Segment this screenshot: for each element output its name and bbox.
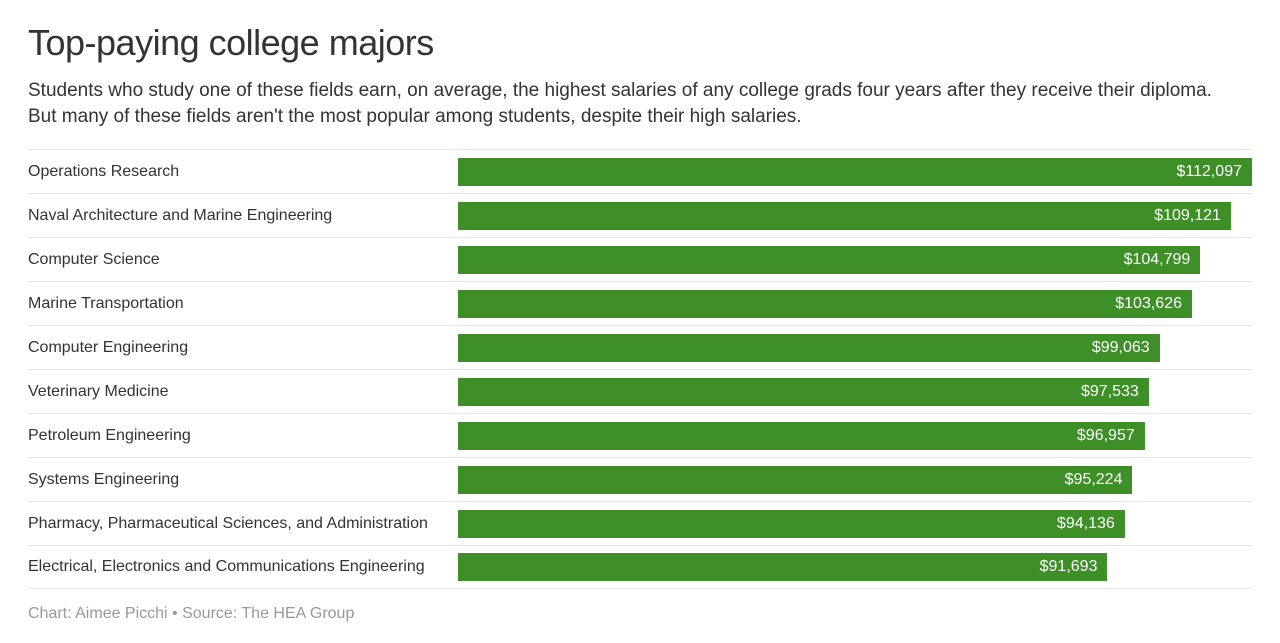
bar-track: $94,136 bbox=[458, 510, 1252, 538]
bar-track: $103,626 bbox=[458, 290, 1252, 318]
bar-value: $96,957 bbox=[1077, 427, 1135, 445]
bar-track: $95,224 bbox=[458, 466, 1252, 494]
bar: $109,121 bbox=[458, 202, 1231, 230]
bar-track: $91,693 bbox=[458, 553, 1252, 581]
bar-track: $109,121 bbox=[458, 202, 1252, 230]
bar: $96,957 bbox=[458, 422, 1145, 450]
bar-track: $96,957 bbox=[458, 422, 1252, 450]
bar-track: $104,799 bbox=[458, 246, 1252, 274]
bar: $95,224 bbox=[458, 466, 1132, 494]
bar-row: Naval Architecture and Marine Engineerin… bbox=[28, 193, 1252, 237]
bar-label: Electrical, Electronics and Communicatio… bbox=[28, 558, 458, 576]
bar-label: Computer Science bbox=[28, 251, 458, 269]
bar-row: Computer Engineering $99,063 bbox=[28, 325, 1252, 369]
bar-track: $99,063 bbox=[458, 334, 1252, 362]
bar-value: $91,693 bbox=[1040, 558, 1098, 576]
bar-row: Computer Science $104,799 bbox=[28, 237, 1252, 281]
bar: $99,063 bbox=[458, 334, 1160, 362]
bar: $103,626 bbox=[458, 290, 1192, 318]
chart-credit: Chart: Aimee Picchi • Source: The HEA Gr… bbox=[28, 605, 1252, 623]
bar-row: Pharmacy, Pharmaceutical Sciences, and A… bbox=[28, 501, 1252, 545]
bar-row: Marine Transportation $103,626 bbox=[28, 281, 1252, 325]
bar-value: $94,136 bbox=[1057, 515, 1115, 533]
bar-label: Petroleum Engineering bbox=[28, 427, 458, 445]
bar-row: Operations Research $112,097 bbox=[28, 149, 1252, 193]
bar-value: $112,097 bbox=[1176, 163, 1242, 181]
bar-value: $99,063 bbox=[1092, 339, 1150, 357]
chart-subtitle: Students who study one of these fields e… bbox=[28, 78, 1238, 129]
bar-track: $112,097 bbox=[458, 158, 1252, 186]
bar-label: Operations Research bbox=[28, 163, 458, 181]
bar: $97,533 bbox=[458, 378, 1149, 406]
bar-row: Petroleum Engineering $96,957 bbox=[28, 413, 1252, 457]
bar-track: $97,533 bbox=[458, 378, 1252, 406]
bar-value: $103,626 bbox=[1115, 295, 1182, 313]
bar-label: Marine Transportation bbox=[28, 295, 458, 313]
bar-row: Systems Engineering $95,224 bbox=[28, 457, 1252, 501]
bar-row: Electrical, Electronics and Communicatio… bbox=[28, 545, 1252, 589]
bar-label: Computer Engineering bbox=[28, 339, 458, 357]
bar-value: $109,121 bbox=[1154, 207, 1221, 225]
chart-title: Top-paying college majors bbox=[28, 22, 1252, 64]
bar-label: Veterinary Medicine bbox=[28, 383, 458, 401]
bar-label: Naval Architecture and Marine Engineerin… bbox=[28, 207, 458, 225]
bar: $94,136 bbox=[458, 510, 1125, 538]
bar: $91,693 bbox=[458, 553, 1107, 581]
bar: $104,799 bbox=[458, 246, 1200, 274]
bar-label: Systems Engineering bbox=[28, 471, 458, 489]
bar-label: Pharmacy, Pharmaceutical Sciences, and A… bbox=[28, 515, 458, 533]
bar-value: $97,533 bbox=[1081, 383, 1139, 401]
bar-value: $104,799 bbox=[1124, 251, 1191, 269]
bar-row: Veterinary Medicine $97,533 bbox=[28, 369, 1252, 413]
bar-chart: Operations Research $112,097 Naval Archite… bbox=[28, 149, 1252, 589]
bar: $112,097 bbox=[458, 158, 1252, 186]
bar-value: $95,224 bbox=[1065, 471, 1123, 489]
